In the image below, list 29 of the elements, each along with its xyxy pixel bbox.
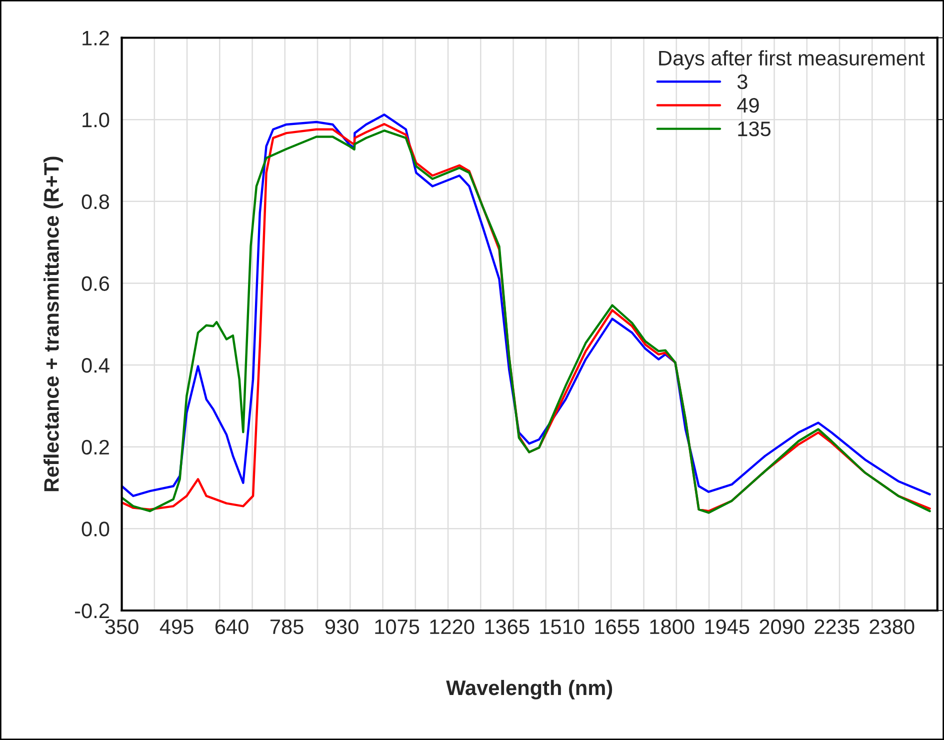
y-tick-label: 0.8 — [82, 194, 110, 210]
y-tick-label: 0.6 — [82, 276, 110, 291]
x-axis-title: Wavelength (nm) — [446, 680, 612, 700]
y-tick-label: 0.2 — [82, 440, 109, 455]
x-tick-label: 785 — [270, 619, 304, 634]
x-tick-label: 2380 — [870, 619, 914, 634]
y-axis-title: Reflectance + transmittance (R+T) — [44, 156, 63, 492]
x-tick-label: 2235 — [814, 619, 860, 634]
y-tick-label: 0.0 — [82, 522, 110, 536]
legend-label: 135 — [738, 122, 771, 136]
y-tick-label: 1.0 — [82, 112, 110, 128]
y-tick-label: 0.4 — [82, 358, 110, 373]
legend-title: Days after first measurement — [659, 50, 925, 70]
x-tick-label: 1655 — [595, 619, 640, 634]
y-tick-label: -0.2 — [75, 604, 109, 618]
x-tick-label: 930 — [325, 619, 358, 634]
x-tick-label: 640 — [215, 619, 248, 634]
x-tick-label: 2090 — [760, 619, 804, 634]
legend-label: 49 — [737, 98, 759, 113]
x-tick-label: 1945 — [705, 619, 750, 634]
x-tick-label: 1510 — [540, 619, 584, 634]
y-tick-label: 1.2 — [82, 30, 109, 46]
x-tick-label: 1365 — [485, 619, 530, 634]
x-tick-label: 350 — [105, 619, 138, 634]
x-tick-label: 1220 — [430, 619, 474, 634]
x-tick-label: 1075 — [375, 619, 420, 634]
x-tick-label: 1800 — [650, 619, 694, 634]
legend-label: 3 — [737, 74, 748, 90]
x-tick-label: 495 — [160, 619, 194, 634]
